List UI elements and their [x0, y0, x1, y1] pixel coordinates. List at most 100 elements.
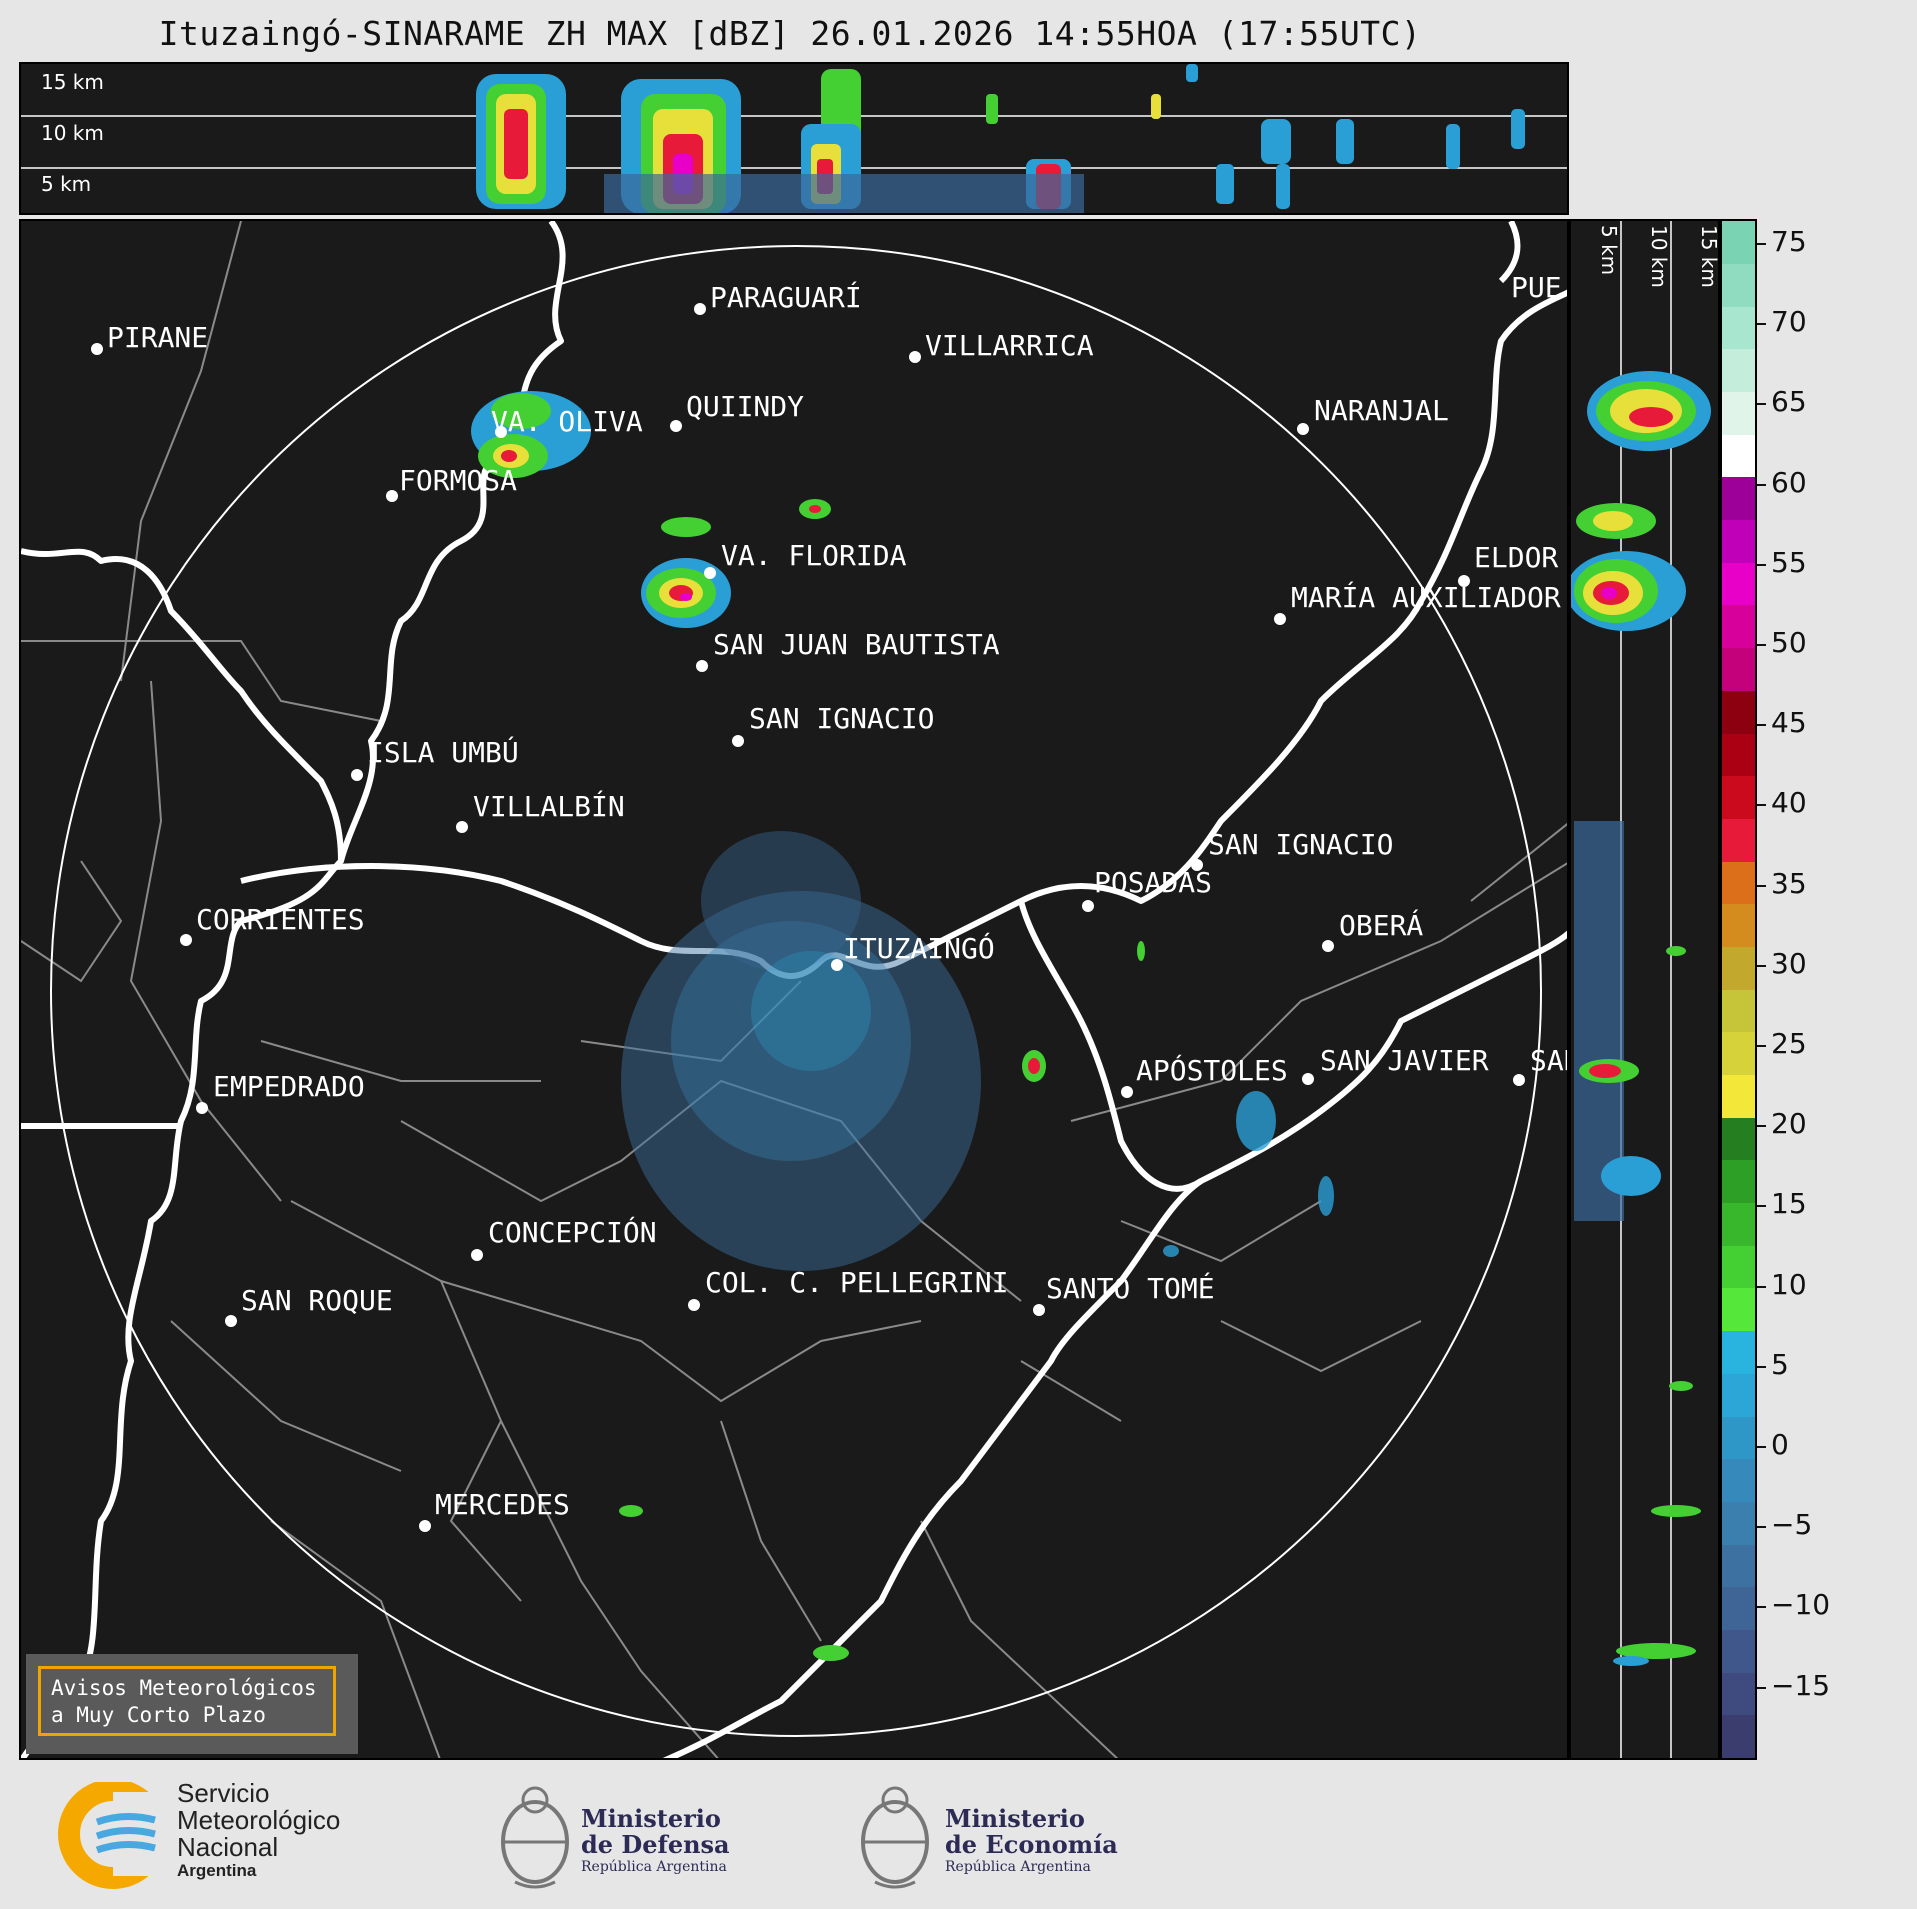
- city-dot: [1322, 940, 1334, 952]
- defensa-line-3: República Argentina: [581, 1859, 727, 1875]
- colorbar-segment: [1722, 1373, 1755, 1417]
- colorbar-segment: [1722, 306, 1755, 350]
- city-label: COL. C. PELLEGRINI: [705, 1266, 1009, 1299]
- colorbar-segment: [1722, 1331, 1755, 1374]
- city-dot: [91, 343, 103, 355]
- city-dot: [1191, 859, 1203, 871]
- colorbar-segment: [1722, 1587, 1755, 1630]
- economia-line-1: Ministerio: [945, 1804, 1085, 1833]
- colorbar-tick-label: 75: [1771, 225, 1807, 258]
- colorbar-segment: [1722, 946, 1755, 990]
- smn-line-3: Nacional: [177, 1832, 279, 1862]
- colorbar-tick-label: −10: [1771, 1588, 1831, 1622]
- height-label-10km: 10 km: [41, 121, 104, 145]
- economia-line-2: de Economía: [945, 1830, 1118, 1859]
- notice-box[interactable]: Avisos Meteorológicos a Muy Corto Plazo: [26, 1654, 358, 1754]
- city-dot: [196, 1102, 208, 1114]
- city-label: APÓSTOLES: [1136, 1054, 1288, 1087]
- colorbar-tick-label: 35: [1771, 866, 1807, 900]
- city-label: VILLARRICA: [925, 329, 1094, 362]
- city-label: SAN IGNACIO: [749, 702, 935, 735]
- city-dot: [694, 303, 706, 315]
- defensa-line-2: de Defensa: [581, 1830, 730, 1859]
- ground-clutter: [621, 831, 981, 1271]
- coat-of-arms-icon: [501, 1786, 569, 1889]
- colorbar-segment: [1722, 904, 1755, 947]
- colorbar-segment: [1722, 1715, 1755, 1758]
- colorbar-segment: [1722, 1245, 1755, 1289]
- side-height-profile: 5 km 10 km 15 km: [1569, 219, 1720, 1760]
- province-boundaries: [21, 221, 1567, 1758]
- city-label: POSADAS: [1094, 866, 1213, 899]
- notice-line-2: a Muy Corto Plazo: [51, 1703, 266, 1727]
- colorbar-segment: [1722, 861, 1755, 905]
- side-height-label-5km: 5 km: [1597, 225, 1621, 276]
- city-dot: [1513, 1074, 1525, 1086]
- city-label: SAN IGNACIO: [1208, 828, 1394, 861]
- city-label: MARÍA AUXILIADOR: [1291, 581, 1561, 614]
- smn-emblem-icon: [58, 1782, 175, 1889]
- colorbar-tick-label: 25: [1771, 1027, 1807, 1060]
- city-label: SAN JAVIER: [1320, 1044, 1489, 1077]
- colorbar-segment: [1722, 1501, 1755, 1545]
- city-dot: [1274, 613, 1286, 625]
- city-dot: [909, 351, 921, 363]
- city-dot: [1458, 575, 1470, 587]
- storm-cell-va-oliva: [471, 391, 591, 478]
- colorbar-tick-label: 40: [1771, 786, 1807, 820]
- side-height-label-15km: 15 km: [1697, 225, 1720, 288]
- radar-range-circle: [50, 245, 1542, 1737]
- colorbar-tick-label: 30: [1771, 946, 1807, 980]
- city-label: ELDOR: [1474, 541, 1559, 574]
- colorbar-tick-label: 65: [1771, 385, 1807, 419]
- colorbar-segment: [1722, 263, 1755, 307]
- city-dot: [456, 821, 468, 833]
- colorbar-segment: [1722, 690, 1755, 734]
- colorbar-segment: [1722, 392, 1755, 435]
- colorbar-segment: [1722, 1117, 1755, 1161]
- economia-logo: Ministerio de Economía República Argenti…: [855, 1782, 1135, 1902]
- colorbar-segment: [1722, 818, 1755, 862]
- city-label: SAN JUAN BAUTISTA: [713, 628, 1000, 661]
- colorbar-segment: [1722, 989, 1755, 1033]
- city-label: ISLA UMBÚ: [367, 736, 519, 769]
- city-label: QUIINDY: [686, 390, 805, 423]
- city-label: VA. FLORIDA: [721, 539, 907, 572]
- colorbar-tick-label: 5: [1771, 1347, 1789, 1381]
- colorbar-segment: [1722, 477, 1755, 521]
- city-label: PIRANE: [107, 321, 209, 354]
- colorbar-tick-label: −5: [1771, 1508, 1813, 1542]
- city-label: CONCEPCIÓN: [488, 1216, 657, 1249]
- colorbar-segment: [1722, 1160, 1755, 1204]
- colorbar-tick-label: 45: [1771, 706, 1807, 740]
- city-label: SANTO TOMÉ: [1046, 1272, 1215, 1305]
- height-label-15km: 15 km: [41, 70, 104, 94]
- city-label: VA. OLIVA: [491, 405, 643, 438]
- coat-of-arms-icon: [861, 1786, 929, 1889]
- colorbar-tick-label: 15: [1771, 1187, 1807, 1221]
- colorbar-segment: [1722, 1203, 1755, 1246]
- side-echo-2: [1571, 503, 1686, 631]
- smn-line-2: Meteorológico: [177, 1805, 341, 1835]
- colorbar-segment: [1722, 562, 1755, 606]
- top-height-profile: 15 km 10 km 5 km: [19, 62, 1569, 215]
- city-dot: [704, 567, 716, 579]
- smn-logo: Servicio Meteorológico Nacional Argentin…: [55, 1780, 395, 1892]
- colorbar-tick-label: 50: [1771, 626, 1807, 659]
- colorbar-segment: [1722, 1416, 1755, 1460]
- city-dot: [688, 1299, 700, 1311]
- side-echo-1: [1587, 371, 1711, 451]
- radar-map: PIRANE PARAGUARÍ VILLARRICA QUIINDY VA. …: [19, 219, 1569, 1760]
- colorbar-segment: [1722, 605, 1755, 649]
- colorbar-tick-label: 20: [1771, 1107, 1807, 1141]
- city-dot: [831, 959, 843, 971]
- colorbar-segment: [1722, 1032, 1755, 1075]
- city-label: CORRIENTES: [196, 903, 365, 936]
- dbz-colorbar: [1720, 219, 1757, 1760]
- colorbar-segment: [1722, 733, 1755, 777]
- city-dot: [419, 1520, 431, 1532]
- city-dot: [386, 490, 398, 502]
- city-dot: [1082, 900, 1094, 912]
- city-dot: [670, 420, 682, 432]
- storm-cell-south: [1022, 1050, 1046, 1082]
